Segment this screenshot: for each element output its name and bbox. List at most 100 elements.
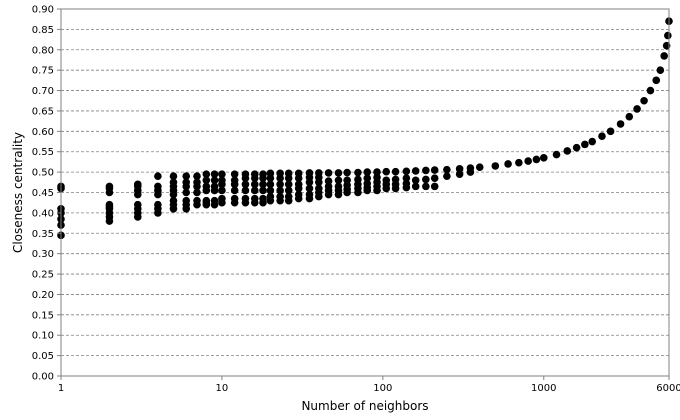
data-point	[294, 190, 303, 199]
gridlines	[61, 28, 669, 357]
data-point	[202, 176, 211, 185]
x-tick-label: 1	[58, 383, 64, 394]
data-point	[182, 188, 191, 197]
data-point	[169, 196, 178, 205]
y-tick-label: 0.60	[32, 127, 54, 138]
x-tick-label: 1000	[531, 383, 556, 394]
y-tick-label: 0.85	[32, 25, 54, 36]
data-point	[391, 175, 400, 184]
y-tick-label: 0.00	[32, 372, 54, 383]
data-point	[354, 168, 362, 177]
y-axis-ticks: 0.00 0.05 0.10 0.15 0.20 0.25 0.30 0.35 0.40 0.45…	[32, 5, 61, 383]
y-tick-label: 0.40	[32, 208, 54, 219]
data-point	[266, 169, 275, 178]
data-point	[202, 170, 211, 178]
data-point	[625, 112, 634, 121]
data-point	[422, 182, 430, 191]
y-tick-label: 0.15	[32, 310, 54, 321]
data-point	[430, 166, 439, 174]
data-point	[324, 182, 333, 191]
data-point	[491, 162, 500, 170]
y-tick-label: 0.70	[32, 86, 54, 97]
data-point	[343, 176, 351, 185]
data-point	[563, 147, 572, 155]
data-point	[633, 105, 641, 113]
data-point	[294, 180, 303, 189]
data-point	[230, 170, 239, 178]
data-point	[572, 143, 581, 152]
y-tick-label: 0.20	[32, 290, 54, 301]
data-point	[411, 182, 420, 191]
data-point	[154, 172, 162, 180]
data-point	[402, 174, 411, 183]
data-point	[363, 179, 372, 188]
data-point	[230, 186, 239, 195]
data-point	[598, 132, 606, 141]
data-point	[305, 169, 314, 177]
data-point	[382, 176, 391, 185]
data-point	[154, 200, 162, 209]
data-point	[266, 186, 275, 195]
data-point	[266, 180, 275, 189]
x-tick-label: 6000	[656, 383, 680, 394]
data-point	[640, 96, 648, 105]
data-point	[524, 157, 532, 165]
data-point	[259, 170, 267, 178]
data-point	[373, 168, 381, 176]
data-point	[606, 127, 615, 136]
data-point	[588, 137, 597, 146]
data-point	[182, 178, 191, 187]
data-point	[259, 194, 267, 203]
y-tick-label: 0.25	[32, 270, 54, 281]
data-point	[182, 196, 191, 205]
data-point	[334, 176, 343, 185]
data-point	[218, 186, 226, 195]
data-point	[193, 172, 201, 180]
y-tick-label: 0.65	[32, 106, 54, 117]
y-tick-label: 0.35	[32, 229, 54, 240]
data-point	[422, 175, 430, 184]
data-point	[402, 179, 411, 188]
data-point	[230, 176, 239, 185]
data-point	[656, 66, 665, 74]
x-axis-title: Number of neighbors	[301, 399, 428, 413]
data-point	[284, 192, 293, 201]
data-point	[475, 163, 484, 172]
data-point	[169, 178, 178, 187]
data-point	[284, 186, 293, 195]
data-point	[210, 182, 219, 191]
data-points	[57, 17, 673, 240]
data-point	[193, 188, 201, 197]
x-tick-label: 100	[373, 383, 392, 394]
x-tick-label: 10	[216, 383, 229, 394]
data-point	[241, 186, 250, 195]
data-point	[241, 180, 250, 189]
data-point	[343, 168, 351, 177]
data-point	[315, 169, 323, 177]
data-point	[443, 172, 451, 180]
data-point	[210, 170, 219, 178]
data-point	[276, 180, 284, 189]
data-point	[373, 173, 381, 182]
y-tick-label: 0.30	[32, 249, 54, 260]
data-point	[193, 196, 201, 205]
data-point	[664, 31, 672, 40]
data-point	[169, 172, 178, 180]
data-point	[382, 167, 391, 176]
data-point	[430, 174, 439, 183]
data-point	[276, 186, 284, 195]
data-point	[324, 169, 333, 177]
data-point	[652, 76, 661, 85]
data-point	[616, 120, 625, 128]
data-point	[133, 200, 142, 209]
data-point	[276, 169, 284, 178]
data-point	[532, 155, 541, 164]
data-point	[218, 170, 226, 178]
data-point	[105, 182, 114, 191]
data-point	[363, 174, 372, 183]
data-point	[218, 176, 226, 185]
data-point	[466, 164, 475, 172]
y-tick-label: 0.50	[32, 168, 54, 179]
data-point	[250, 186, 259, 195]
data-point	[259, 180, 267, 189]
